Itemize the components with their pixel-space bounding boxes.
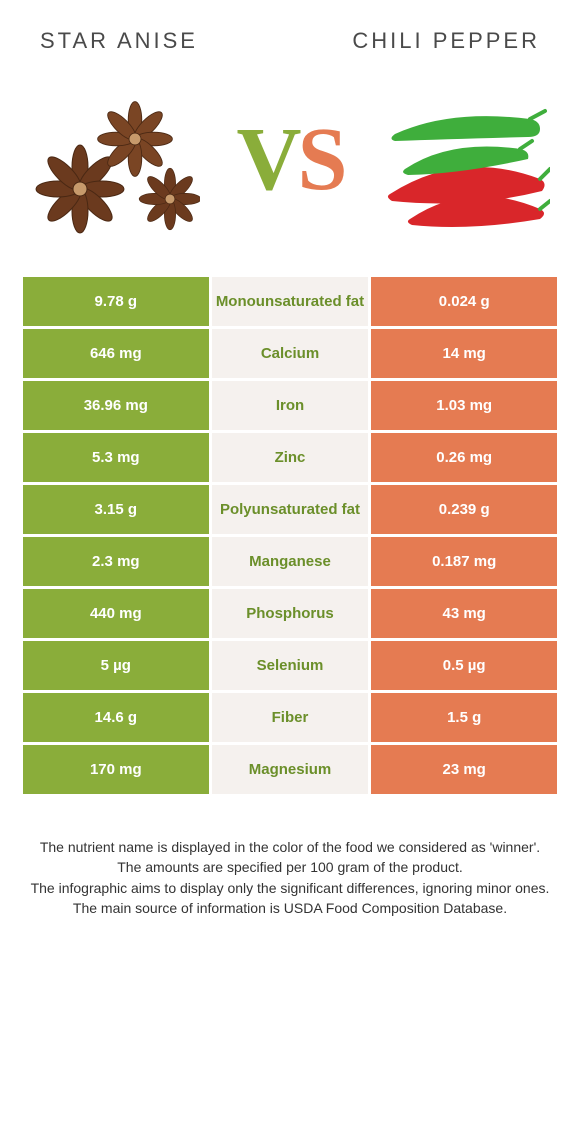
left-value: 9.78 g xyxy=(22,276,211,328)
right-value: 0.26 mg xyxy=(370,432,559,484)
header: Star anise Chili pepper xyxy=(0,0,580,64)
table-row: 3.15 gPolyunsaturated fat0.239 g xyxy=(22,484,559,536)
table-row: 5.3 mgZinc0.26 mg xyxy=(22,432,559,484)
left-value: 3.15 g xyxy=(22,484,211,536)
left-value: 646 mg xyxy=(22,328,211,380)
comparison-infographic: Star anise Chili pepper xyxy=(0,0,580,938)
footer-line: The main source of information is USDA F… xyxy=(30,898,550,918)
nutrient-label: Magnesium xyxy=(210,744,370,796)
footer-line: The nutrient name is displayed in the co… xyxy=(30,837,550,857)
table-row: 2.3 mgManganese0.187 mg xyxy=(22,536,559,588)
table-row: 646 mgCalcium14 mg xyxy=(22,328,559,380)
right-value: 0.187 mg xyxy=(370,536,559,588)
table-row: 9.78 gMonounsaturated fat0.024 g xyxy=(22,276,559,328)
footer-line: The amounts are specified per 100 gram o… xyxy=(30,857,550,877)
right-value: 0.239 g xyxy=(370,484,559,536)
nutrient-label: Phosphorus xyxy=(210,588,370,640)
left-value: 14.6 g xyxy=(22,692,211,744)
right-food-title: Chili pepper xyxy=(352,28,540,54)
nutrient-label: Manganese xyxy=(210,536,370,588)
left-value: 2.3 mg xyxy=(22,536,211,588)
right-value: 23 mg xyxy=(370,744,559,796)
left-value: 170 mg xyxy=(22,744,211,796)
table-row: 170 mgMagnesium23 mg xyxy=(22,744,559,796)
nutrient-label: Zinc xyxy=(210,432,370,484)
nutrient-label: Fiber xyxy=(210,692,370,744)
table-row: 36.96 mgIron1.03 mg xyxy=(22,380,559,432)
table-row: 440 mgPhosphorus43 mg xyxy=(22,588,559,640)
nutrient-label: Calcium xyxy=(210,328,370,380)
left-value: 5.3 mg xyxy=(22,432,211,484)
right-value: 43 mg xyxy=(370,588,559,640)
star-anise-icon xyxy=(30,79,200,239)
chili-pepper-icon xyxy=(380,79,550,239)
table-row: 5 µgSelenium0.5 µg xyxy=(22,640,559,692)
nutrient-label: Monounsaturated fat xyxy=(210,276,370,328)
footer-line: The infographic aims to display only the… xyxy=(30,878,550,898)
table-row: 14.6 gFiber1.5 g xyxy=(22,692,559,744)
nutrient-comparison-table: 9.78 gMonounsaturated fat0.024 g646 mgCa… xyxy=(20,274,560,797)
nutrient-label: Selenium xyxy=(210,640,370,692)
left-food-title: Star anise xyxy=(40,28,198,54)
right-value: 0.024 g xyxy=(370,276,559,328)
hero-row: VS xyxy=(0,64,580,274)
vs-label: VS xyxy=(236,108,343,211)
right-value: 1.03 mg xyxy=(370,380,559,432)
footer-notes: The nutrient name is displayed in the co… xyxy=(0,797,580,938)
vs-v: V xyxy=(236,110,297,209)
table-body: 9.78 gMonounsaturated fat0.024 g646 mgCa… xyxy=(22,276,559,796)
right-value: 14 mg xyxy=(370,328,559,380)
nutrient-label: Polyunsaturated fat xyxy=(210,484,370,536)
right-value: 1.5 g xyxy=(370,692,559,744)
left-value: 36.96 mg xyxy=(22,380,211,432)
left-value: 440 mg xyxy=(22,588,211,640)
left-value: 5 µg xyxy=(22,640,211,692)
nutrient-label: Iron xyxy=(210,380,370,432)
right-value: 0.5 µg xyxy=(370,640,559,692)
vs-s: S xyxy=(297,110,343,209)
